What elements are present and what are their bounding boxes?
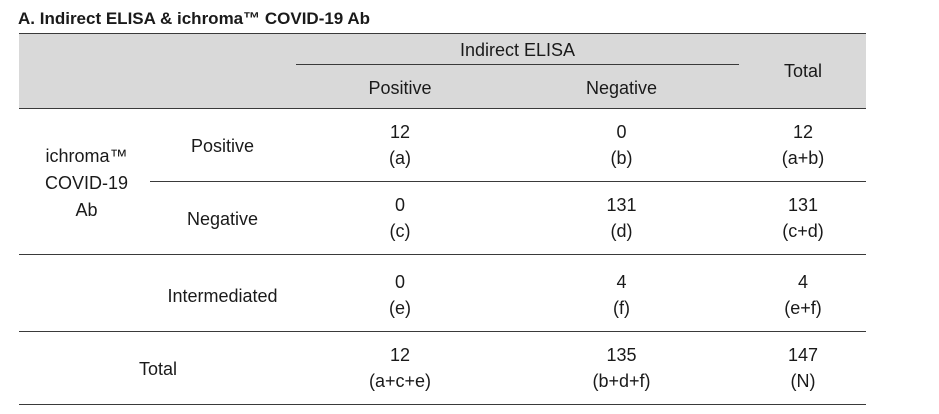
cell-total-neg: 135 (b+d+f) <box>504 342 739 394</box>
row-divider <box>19 331 866 332</box>
cell-value: 131 <box>606 195 637 215</box>
cell-value: 135 <box>606 345 637 365</box>
cell-int-neg: 4 (f) <box>504 269 739 321</box>
row-label-positive: Positive <box>190 136 255 156</box>
cell-value: 12 <box>792 122 814 142</box>
top-border <box>19 33 866 34</box>
cell-value: 12 <box>389 345 411 365</box>
cell-value: 0 <box>394 272 405 292</box>
cell-formula: (c+d) <box>782 221 824 241</box>
header-total: Total <box>783 61 823 81</box>
row-group-line-3: Ab <box>75 200 98 220</box>
cell-value: 0 <box>616 122 627 142</box>
cell-pos-total: 12 (a+b) <box>740 119 866 171</box>
row-divider <box>19 254 866 255</box>
cell-total-pos: 12 (a+c+e) <box>296 342 504 394</box>
cell-int-total: 4 (e+f) <box>740 269 866 321</box>
row-label-total: Total <box>138 359 178 379</box>
cell-neg-total: 131 (c+d) <box>740 192 866 244</box>
cell-formula: (e+f) <box>784 298 822 318</box>
header-indirect-elisa: Indirect ELISA <box>459 40 576 60</box>
cell-value: 0 <box>394 195 405 215</box>
cell-neg-pos: 0 (c) <box>296 192 504 244</box>
row-divider <box>150 181 866 182</box>
header-positive: Positive <box>368 78 432 98</box>
cell-value: 12 <box>389 122 411 142</box>
header-negative: Negative <box>585 78 658 98</box>
cell-int-pos: 0 (e) <box>296 269 504 321</box>
row-label-negative: Negative <box>186 209 259 229</box>
cell-value: 147 <box>787 345 819 365</box>
cell-pos-neg: 0 (b) <box>504 119 739 171</box>
row-group-line-1: ichroma™ <box>45 146 128 166</box>
cell-formula: (a+c+e) <box>368 371 432 391</box>
row-group-line-2: COVID-19 <box>44 173 129 193</box>
cell-formula: (d) <box>610 221 633 241</box>
cell-formula: (e) <box>389 298 411 318</box>
cell-formula: (a) <box>389 148 411 168</box>
row-label-intermediated: Intermediated <box>167 286 278 306</box>
header-bottom-border <box>19 108 866 109</box>
bottom-border <box>19 404 866 405</box>
cell-formula: (b+d+f) <box>592 371 651 391</box>
cell-formula: (a+b) <box>781 148 825 168</box>
cell-value: 131 <box>787 195 819 215</box>
cell-total-total: 147 (N) <box>740 342 866 394</box>
table-header <box>19 33 866 108</box>
row-group-label: ichroma™ COVID-19 Ab <box>19 143 154 224</box>
cell-formula: (N) <box>790 371 816 391</box>
cell-formula: (f) <box>613 298 630 318</box>
cell-value: 4 <box>616 272 627 292</box>
cell-formula: (b) <box>610 148 633 168</box>
group-underline <box>296 64 739 65</box>
cell-formula: (c) <box>389 221 411 241</box>
cell-pos-pos: 12 (a) <box>296 119 504 171</box>
cell-value: 4 <box>797 272 808 292</box>
cell-neg-neg: 131 (d) <box>504 192 739 244</box>
table-title: A. Indirect ELISA & ichroma™ COVID-19 Ab <box>18 9 371 28</box>
